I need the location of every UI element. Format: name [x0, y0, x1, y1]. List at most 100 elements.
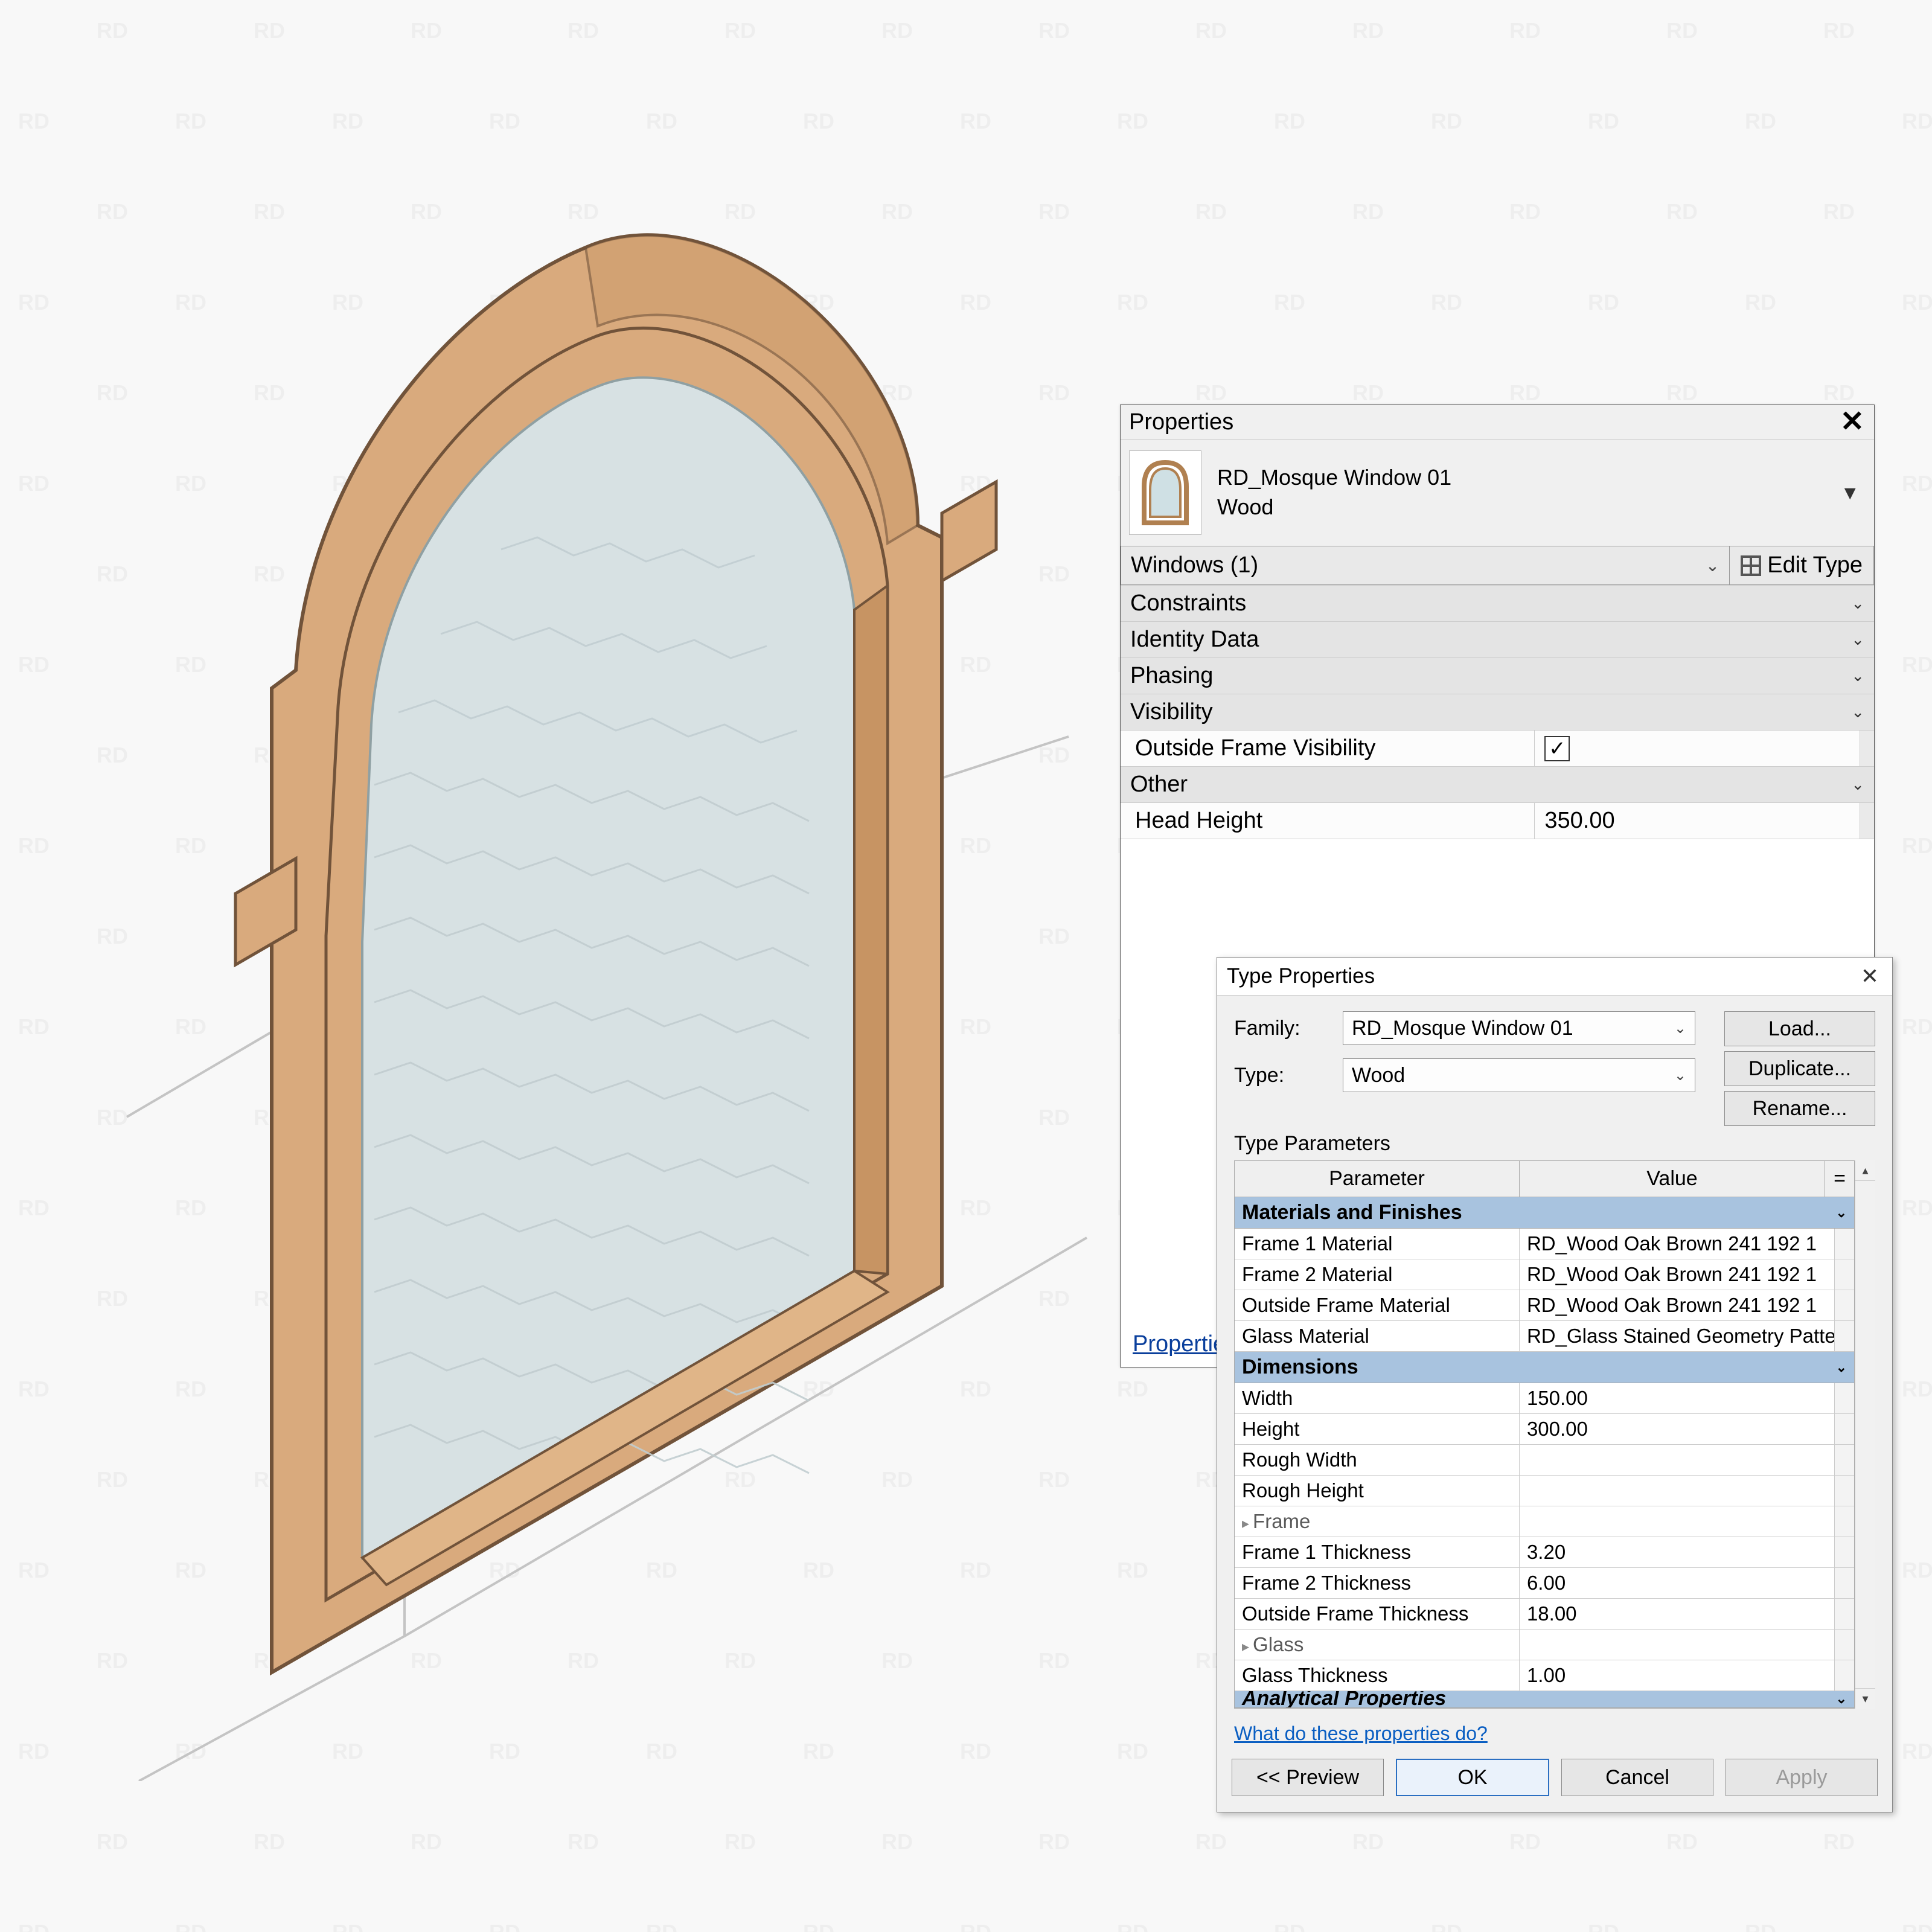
type-combo[interactable]: Wood ⌄: [1343, 1058, 1695, 1092]
param-lock: [1835, 1290, 1854, 1320]
load-button[interactable]: Load...: [1724, 1011, 1875, 1046]
param-lock: [1835, 1229, 1854, 1259]
section-other[interactable]: Other ⌄: [1121, 766, 1874, 802]
preview-label: << Preview: [1256, 1766, 1359, 1790]
section-identity-data[interactable]: Identity Data⌄: [1121, 621, 1874, 657]
param-value[interactable]: [1520, 1630, 1835, 1660]
ok-label: OK: [1457, 1766, 1487, 1790]
collapse-icon: ⌄: [1851, 775, 1864, 794]
param-name: Frame 2 Material: [1235, 1259, 1520, 1290]
rename-button[interactable]: Rename...: [1724, 1091, 1875, 1126]
param-lock: [1835, 1259, 1854, 1290]
param-name: Frame 1 Thickness: [1235, 1537, 1520, 1567]
param-outside-frame-visibility: Outside Frame Visibility ✓: [1121, 730, 1874, 766]
param-row: Frame 2 MaterialRD_Wood Oak Brown 241 19…: [1235, 1259, 1854, 1290]
family-label: Family:: [1234, 1017, 1343, 1040]
param-name: Rough Height: [1235, 1476, 1520, 1506]
section-label: Other: [1130, 772, 1188, 798]
param-lock: [1835, 1630, 1854, 1660]
section-label: Phasing: [1130, 663, 1213, 689]
collapse-icon: ⌄: [1836, 1691, 1847, 1707]
param-lock: [1835, 1414, 1854, 1444]
param-value[interactable]: [1520, 1506, 1835, 1537]
section-label: Constraints: [1130, 590, 1246, 616]
type-thumbnail: [1129, 450, 1201, 535]
element-category-value: Windows (1): [1131, 552, 1258, 578]
grid-icon: [1741, 555, 1761, 576]
section-label: Visibility: [1130, 699, 1213, 725]
edit-type-button[interactable]: Edit Type: [1730, 546, 1874, 585]
param-value[interactable]: RD_Wood Oak Brown 241 192 1: [1520, 1259, 1835, 1290]
chevron-down-icon[interactable]: ▼: [1834, 477, 1866, 509]
param-value[interactable]: RD_Glass Stained Geometry Patte: [1520, 1321, 1835, 1351]
param-value[interactable]: 150.00: [1520, 1383, 1835, 1413]
duplicate-button[interactable]: Duplicate...: [1724, 1051, 1875, 1086]
param-value[interactable]: RD_Wood Oak Brown 241 192 1: [1520, 1229, 1835, 1259]
param-lock: [1835, 1660, 1854, 1690]
param-value[interactable]: 1.00: [1520, 1660, 1835, 1690]
param-value[interactable]: [1520, 1476, 1835, 1506]
param-lock: [1835, 1476, 1854, 1506]
row-grip: [1860, 803, 1874, 839]
grid-header: Parameter Value =: [1235, 1161, 1854, 1197]
type-name-block: RD_Mosque Window 01 Wood: [1217, 463, 1834, 522]
close-icon[interactable]: ✕: [1837, 408, 1868, 437]
checkbox[interactable]: ✓: [1544, 736, 1570, 761]
param-value[interactable]: 300.00: [1520, 1414, 1835, 1444]
section-phasing[interactable]: Phasing ⌄: [1121, 657, 1874, 694]
cancel-label: Cancel: [1605, 1766, 1669, 1790]
row-grip: [1860, 731, 1874, 766]
duplicate-label: Duplicate...: [1748, 1057, 1851, 1081]
param-name: Glass Material: [1235, 1321, 1520, 1351]
category-dimensions[interactable]: Dimensions⌄: [1235, 1352, 1854, 1383]
model-viewport: [91, 211, 1117, 1781]
section-label: Identity Data: [1130, 627, 1259, 653]
type-type-name: Wood: [1217, 493, 1834, 522]
param-lock: [1835, 1537, 1854, 1567]
param-name: Outside Frame Visibility: [1121, 731, 1535, 766]
category-materials-and-finishes[interactable]: Materials and Finishes⌄: [1235, 1197, 1854, 1229]
section-visibility[interactable]: Visibility ⌄: [1121, 694, 1874, 730]
properties-help-link[interactable]: Propertie: [1133, 1331, 1226, 1357]
type-help-link[interactable]: What do these properties do?: [1234, 1722, 1488, 1744]
cancel-button[interactable]: Cancel: [1561, 1759, 1713, 1796]
expand-icon: ⌄: [1851, 667, 1864, 685]
close-icon[interactable]: ✕: [1857, 964, 1882, 989]
collapse-icon: ⌄: [1836, 1360, 1847, 1375]
param-value[interactable]: 3.20: [1520, 1537, 1835, 1567]
type-parameters-label: Type Parameters: [1217, 1132, 1892, 1160]
chevron-down-icon: ⌄: [1674, 1067, 1686, 1084]
param-row: Frame: [1235, 1506, 1854, 1537]
category-analytical-properties[interactable]: Analytical Properties ⌄: [1235, 1691, 1854, 1708]
family-combo[interactable]: RD_Mosque Window 01 ⌄: [1343, 1011, 1695, 1045]
scroll-up-icon[interactable]: ▴: [1855, 1160, 1875, 1181]
properties-type-selector[interactable]: RD_Mosque Window 01 Wood ▼: [1121, 439, 1874, 546]
param-lock: [1835, 1445, 1854, 1475]
param-row: Frame 1 Thickness3.20: [1235, 1537, 1854, 1568]
param-row: Glass MaterialRD_Glass Stained Geometry …: [1235, 1321, 1854, 1352]
apply-button[interactable]: Apply: [1726, 1759, 1878, 1796]
param-value[interactable]: 6.00: [1520, 1568, 1835, 1598]
param-row: Frame 2 Thickness6.00: [1235, 1568, 1854, 1599]
properties-title: Properties: [1129, 409, 1837, 435]
expand-icon: ⌄: [1851, 594, 1864, 613]
scroll-track[interactable]: [1855, 1181, 1875, 1688]
edit-type-label: Edit Type: [1767, 552, 1863, 578]
scroll-down-icon[interactable]: ▾: [1855, 1688, 1875, 1709]
param-row: Width150.00: [1235, 1383, 1854, 1414]
ok-button[interactable]: OK: [1396, 1759, 1549, 1796]
param-value[interactable]: 350.00: [1535, 803, 1860, 839]
param-value[interactable]: 18.00: [1520, 1599, 1835, 1629]
param-value[interactable]: RD_Wood Oak Brown 241 192 1: [1520, 1290, 1835, 1320]
apply-label: Apply: [1776, 1766, 1827, 1790]
param-lock: [1835, 1568, 1854, 1598]
properties-titlebar: Properties ✕: [1121, 405, 1874, 439]
param-name: Frame 2 Thickness: [1235, 1568, 1520, 1598]
type-label: Type:: [1234, 1064, 1343, 1087]
grid-scrollbar[interactable]: ▴ ▾: [1855, 1160, 1875, 1709]
element-category-combo[interactable]: Windows (1) ⌄: [1121, 546, 1730, 585]
param-value[interactable]: [1520, 1445, 1835, 1475]
chevron-down-icon: ⌄: [1706, 555, 1719, 575]
preview-button[interactable]: << Preview: [1232, 1759, 1384, 1796]
section-constraints[interactable]: Constraints ⌄: [1121, 585, 1874, 621]
